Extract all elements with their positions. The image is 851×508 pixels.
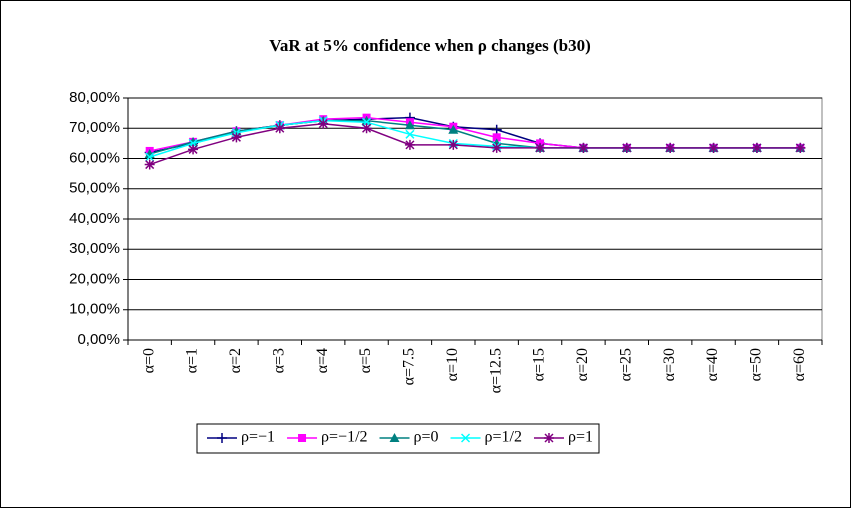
legend-label: ρ=−1/2: [321, 429, 367, 446]
x-tick-label: α=10: [444, 348, 461, 381]
x-tick-label: α=12.5: [487, 348, 504, 393]
chart-title: VaR at 5% confidence when ρ changes (b30…: [269, 36, 591, 55]
marker: [492, 133, 501, 142]
marker: [708, 142, 719, 153]
x-tick-label: α=2: [227, 348, 244, 373]
marker: [448, 124, 459, 134]
x-tick-label: α=7.5: [401, 348, 418, 385]
y-tick-label: 0,00%: [77, 331, 120, 348]
marker: [145, 152, 155, 162]
x-tick-label: α=50: [748, 348, 765, 381]
marker: [665, 142, 676, 153]
y-tick-label: 60,00%: [69, 149, 120, 166]
x-tick-label: α=15: [531, 348, 548, 381]
y-tick-label: 80,00%: [69, 89, 120, 106]
x-tick-label: α=1: [184, 348, 201, 373]
marker: [491, 142, 502, 153]
marker: [491, 124, 502, 135]
y-tick-label: 70,00%: [69, 119, 120, 136]
y-tick-label: 10,00%: [69, 301, 120, 318]
x-tick-label: α=40: [704, 348, 721, 381]
y-tick-label: 20,00%: [69, 270, 120, 287]
marker: [404, 139, 415, 150]
legend: ρ=−1 ρ=−1/2 ρ=0 ρ=1/2 ρ=1: [196, 423, 600, 454]
x-tick-label: α=5: [357, 348, 374, 373]
y-tick-label: 50,00%: [69, 180, 120, 197]
marker: [405, 129, 415, 139]
marker: [578, 142, 589, 153]
x-tick-label: α=3: [270, 348, 287, 373]
marker: [188, 144, 199, 155]
marker: [144, 159, 155, 170]
x-tick-label: α=30: [661, 348, 678, 381]
series-line: [149, 122, 801, 166]
marker: [274, 123, 285, 134]
marker: [361, 123, 372, 134]
marker: [217, 433, 227, 443]
marker: [231, 132, 242, 143]
marker: [404, 120, 415, 130]
marker: [389, 433, 400, 442]
marker: [298, 434, 307, 442]
marker: [318, 118, 329, 129]
marker: [795, 142, 806, 153]
x-tick-label: α=25: [617, 348, 634, 381]
marker: [535, 142, 546, 153]
x-tick-label: α=0: [140, 348, 157, 373]
x-tick-label: α=4: [314, 348, 331, 373]
marker: [543, 433, 554, 443]
y-tick-label: 40,00%: [69, 210, 120, 227]
marker: [448, 139, 459, 150]
x-tick-label: α=60: [791, 348, 808, 381]
y-tick-label: 30,00%: [69, 240, 120, 257]
legend-label: ρ=1/2: [485, 429, 522, 446]
legend-label: ρ=1: [568, 429, 593, 446]
marker: [751, 142, 762, 153]
marker: [461, 433, 471, 443]
legend-label: ρ=−1: [241, 429, 275, 446]
x-tick-label: α=20: [574, 348, 591, 381]
legend-label: ρ=0: [414, 429, 439, 446]
marker: [621, 142, 632, 153]
